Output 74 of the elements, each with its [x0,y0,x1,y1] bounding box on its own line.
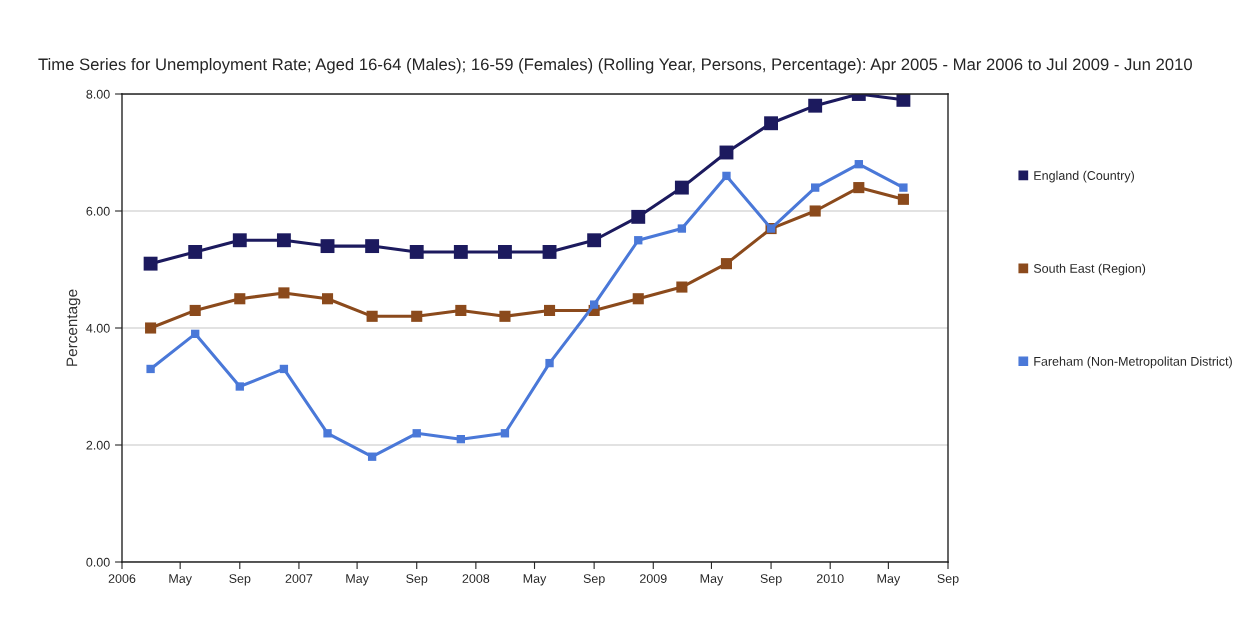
y-tick-label: 0.00 [86,557,110,567]
y-tick-label: 4.00 [86,323,110,333]
x-tick-label: 2009 [640,574,667,583]
point [232,233,247,248]
x-tick-label: May [700,574,724,586]
point [853,182,865,194]
point [278,287,290,299]
point [453,245,468,259]
point [409,245,424,259]
point [234,293,246,305]
point [676,281,688,293]
point [143,256,158,271]
x-tick-label: 2008 [462,574,490,583]
point [809,205,821,217]
x-tick-label: May [346,574,369,586]
point [499,310,511,322]
x-tick-label: 2007 [285,574,313,583]
point [587,233,602,248]
y-axis-title: Percentage [66,289,81,366]
point [896,94,911,107]
point [235,382,244,391]
point [145,322,157,334]
point [188,245,203,259]
point [808,98,823,113]
x-tick-label: Sep [583,574,605,586]
point [500,429,510,438]
point [321,293,334,305]
x-tick-label: Sep [406,574,428,586]
chart-title: Time Series for Unemployment Rate; Aged 16-64 (Males); 16-59 (Females) (Rolling Year, Persons, Percentage): Apr 2005 - Mar 2006 to Jul 2009 - Jun 2010 [38,58,1192,74]
point [366,310,378,322]
point [365,239,380,254]
point [498,245,512,259]
legend-label: England (Country) [1034,170,1134,183]
point [674,180,689,195]
x-tick-label: May [169,574,192,586]
point [411,310,423,322]
y-tick-label: 6.00 [86,206,110,216]
point [545,358,554,368]
point [279,364,289,374]
point [899,183,908,192]
point [764,116,779,131]
y-tick-label: 2.00 [86,440,110,450]
point [634,236,643,245]
point [412,429,421,438]
x-tick-label: 2010 [816,574,844,583]
point [320,239,335,254]
point [677,224,687,233]
x-tick-label: May [523,574,547,586]
x-tick-label: May [877,574,901,586]
x-tick-label: Sep [937,574,959,586]
point [542,245,557,259]
point [589,300,599,309]
y-tick-label: 8.00 [86,89,110,99]
point [146,364,155,374]
x-tick-label: Sep [760,574,782,586]
point [854,160,863,169]
point [455,304,467,317]
legend-label: Fareham (Non-Metropolitan District) [1034,356,1232,369]
x-tick-label: 2006 [108,574,136,583]
point [631,209,646,224]
point [189,304,201,317]
x-tick-label: Sep [229,574,251,586]
point [456,434,465,444]
point [632,293,644,305]
point [276,233,291,248]
point [720,258,733,270]
point [323,429,332,438]
legend-label: South East (Region) [1033,263,1146,276]
point [367,452,377,461]
point [897,193,909,205]
point [722,171,731,181]
point [543,304,556,317]
point [811,183,820,192]
point [191,329,200,339]
